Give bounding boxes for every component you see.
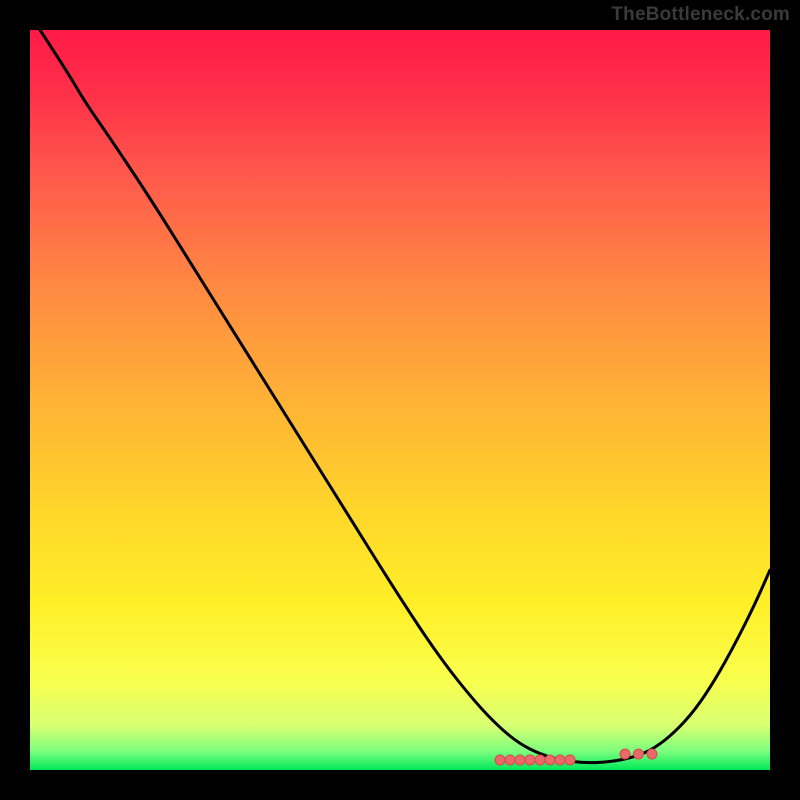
curve-marker bbox=[565, 755, 575, 765]
curve-marker bbox=[495, 755, 505, 765]
curve-marker bbox=[525, 755, 535, 765]
plot-area bbox=[30, 30, 770, 770]
curve-marker bbox=[555, 755, 565, 765]
curve-marker bbox=[620, 749, 630, 759]
bottleneck-curve bbox=[30, 30, 770, 770]
curve-marker bbox=[545, 755, 555, 765]
curve-marker bbox=[505, 755, 515, 765]
curve-marker bbox=[634, 749, 644, 759]
curve-marker bbox=[535, 755, 545, 765]
curve-marker bbox=[515, 755, 525, 765]
watermark-text: TheBottleneck.com bbox=[611, 4, 790, 26]
curve-marker bbox=[647, 749, 657, 759]
